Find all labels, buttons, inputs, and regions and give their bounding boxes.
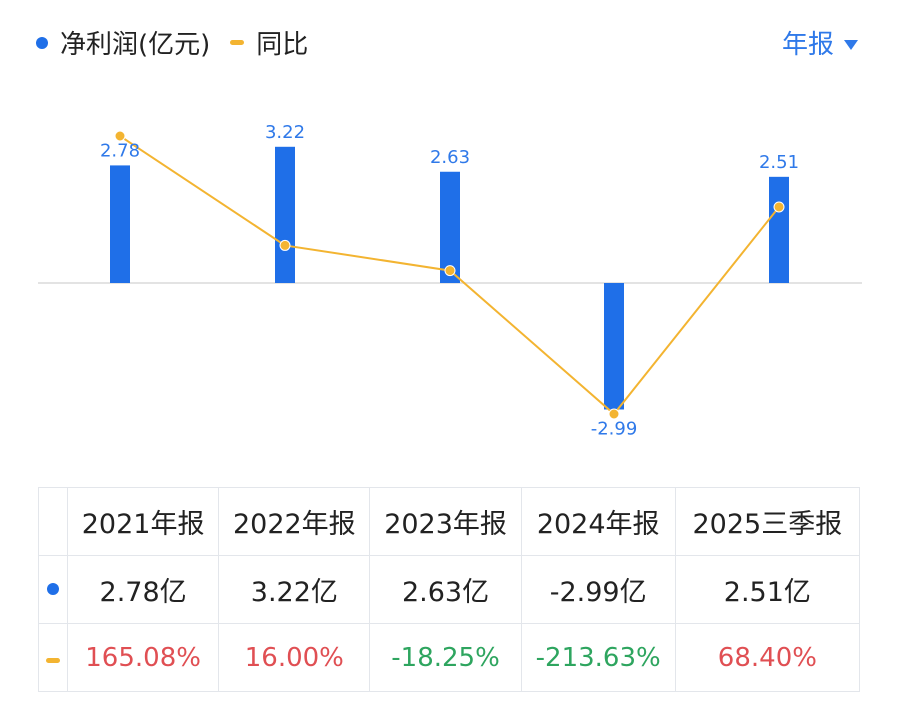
profit-bar[interactable]: [275, 146, 295, 283]
data-table: 2021年报 2022年报 2023年报 2024年报 2025三季报 2.78…: [38, 487, 861, 692]
table-header-cell: 2025三季报: [674, 487, 861, 556]
profit-chart: 2.78 3.22 2.63 -2.99 2.51: [38, 122, 862, 439]
table-cell: -18.25%: [369, 623, 522, 692]
yoy-point[interactable]: [773, 201, 785, 213]
profit-bar[interactable]: [110, 165, 130, 283]
table-header-cell: 2021年报: [66, 487, 220, 556]
table-cell: 2.78亿: [66, 555, 220, 624]
caret-down-icon: [844, 39, 858, 50]
table-cell: 16.00%: [218, 623, 371, 692]
period-dropdown[interactable]: 年报: [782, 24, 858, 61]
yoy-point[interactable]: [279, 239, 291, 251]
bar-value-label: 3.22: [265, 122, 305, 143]
yoy-point[interactable]: [608, 408, 620, 420]
bar-value-label: 2.63: [430, 147, 470, 168]
table-cell: 68.40%: [674, 623, 861, 692]
table-cell: -213.63%: [520, 623, 676, 692]
legend-net-profit[interactable]: 净利润(亿元): [36, 24, 210, 61]
table-row-key: [38, 555, 68, 624]
yellow-dash-icon: [230, 40, 245, 45]
yoy-point[interactable]: [114, 130, 126, 142]
table-cell: -2.99亿: [520, 555, 676, 624]
yellow-dash-icon: [46, 658, 60, 663]
profit-bar[interactable]: [604, 283, 624, 410]
blue-dot-icon: [36, 36, 48, 49]
chart-legend: 净利润(亿元) 同比: [36, 24, 328, 61]
profit-bar[interactable]: [440, 171, 460, 283]
period-dropdown-label: 年报: [781, 30, 834, 60]
bar-value-label: -2.99: [591, 418, 638, 439]
legend-yoy-label: 同比: [256, 30, 309, 60]
table-row-profit: 2.78亿 3.22亿 2.63亿 -2.99亿 2.51亿: [38, 555, 861, 624]
bar-value-label: 2.78: [100, 140, 140, 161]
legend-net-profit-label: 净利润(亿元): [60, 30, 211, 60]
legend-yoy[interactable]: 同比: [230, 24, 308, 61]
table-header-cell: 2024年报: [520, 487, 676, 556]
table-cell: 165.08%: [66, 623, 220, 692]
profit-bar[interactable]: [769, 176, 789, 283]
table-header-row: 2021年报 2022年报 2023年报 2024年报 2025三季报: [38, 487, 861, 556]
table-cell: 2.51亿: [674, 555, 861, 624]
table-header-cell: 2023年报: [369, 487, 522, 556]
blue-dot-icon: [47, 583, 59, 595]
table-cell: 3.22亿: [218, 555, 371, 624]
bar-value-label: 2.51: [759, 152, 799, 173]
table-row-yoy: 165.08% 16.00% -18.25% -213.63% 68.40%: [38, 623, 861, 692]
yoy-point[interactable]: [444, 265, 456, 277]
table-corner-cell: [38, 487, 68, 556]
table-header-cell: 2022年报: [218, 487, 371, 556]
table-row-key: [38, 623, 68, 692]
table-cell: 2.63亿: [369, 555, 522, 624]
